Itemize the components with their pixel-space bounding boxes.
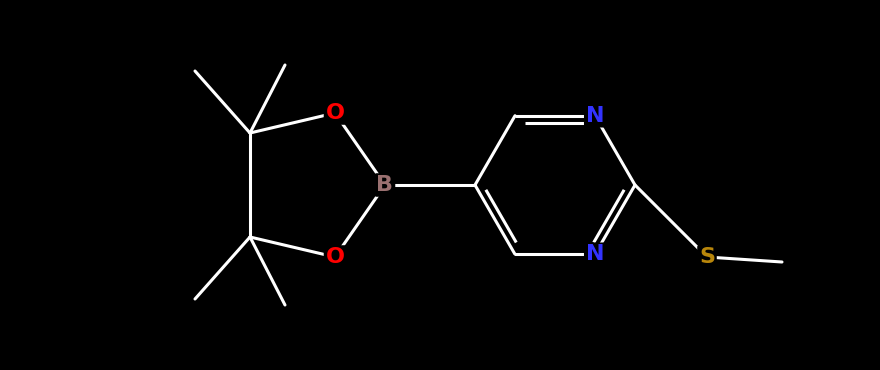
Text: N: N [586,106,605,126]
Text: B: B [377,175,393,195]
Text: N: N [586,244,605,264]
Text: O: O [326,103,344,123]
Text: O: O [326,247,344,267]
Text: S: S [699,247,715,267]
